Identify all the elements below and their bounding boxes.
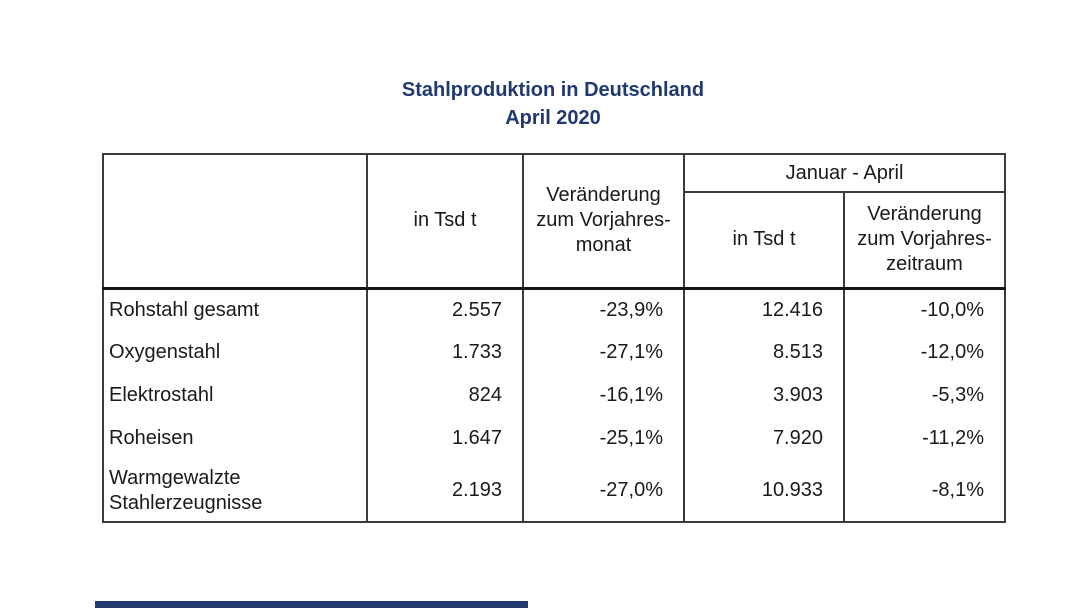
row-label: Roheisen bbox=[102, 417, 368, 460]
page-title: Stahlproduktion in Deutschland April 202… bbox=[102, 76, 1004, 132]
col-header-period-change: Veränderung zum Vorjahres- zeitraum bbox=[843, 192, 1006, 290]
period-change: -10,0% bbox=[843, 288, 1006, 331]
table-row-elektrostahl: Elektrostahl 824 -16,1% 3.903 -5,3% bbox=[102, 374, 1006, 417]
month-change: -25,1% bbox=[522, 417, 685, 460]
period-value: 7.920 bbox=[683, 417, 845, 460]
month-change: -27,0% bbox=[522, 460, 685, 522]
steel-production-table: in Tsd t Veränderung zum Vorjahres- mona… bbox=[102, 153, 1006, 523]
table-row-warmgewalzte-stahlerzeugnisse: Warmgewalzte Stahlerzeugnisse 2.193 -27,… bbox=[102, 460, 1006, 522]
period-value: 10.933 bbox=[683, 460, 845, 522]
row-label: Oxygenstahl bbox=[102, 331, 368, 374]
col-header-month-unit: in Tsd t bbox=[366, 154, 524, 290]
table-row-oxygenstahl: Oxygenstahl 1.733 -27,1% 8.513 -12,0% bbox=[102, 331, 1006, 374]
period-change: -5,3% bbox=[843, 374, 1006, 417]
month-value: 2.557 bbox=[366, 288, 524, 331]
month-value: 2.193 bbox=[366, 460, 524, 522]
table-row-roheisen: Roheisen 1.647 -25,1% 7.920 -11,2% bbox=[102, 417, 1006, 460]
col-group-januar-april: Januar - April bbox=[683, 154, 1006, 193]
month-value: 824 bbox=[366, 374, 524, 417]
title-line-2: April 2020 bbox=[505, 107, 601, 129]
month-change: -27,1% bbox=[522, 331, 685, 374]
corner-cell bbox=[102, 154, 368, 290]
title-line-1: Stahlproduktion in Deutschland bbox=[401, 79, 705, 101]
period-value: 12.416 bbox=[683, 288, 845, 331]
period-change: -12,0% bbox=[843, 331, 1006, 374]
month-change: -23,9% bbox=[522, 288, 685, 331]
period-change: -8,1% bbox=[843, 460, 1006, 522]
footer-accent-bar bbox=[95, 601, 528, 608]
period-value: 3.903 bbox=[683, 374, 845, 417]
month-value: 1.733 bbox=[366, 331, 524, 374]
col-header-month-change: Veränderung zum Vorjahres- monat bbox=[522, 154, 685, 290]
month-value: 1.647 bbox=[366, 417, 524, 460]
col-header-period-unit: in Tsd t bbox=[683, 192, 845, 290]
row-label: Elektrostahl bbox=[102, 374, 368, 417]
period-value: 8.513 bbox=[683, 331, 845, 374]
row-label: Warmgewalzte Stahlerzeugnisse bbox=[102, 460, 368, 522]
table-row-rohstahl-gesamt: Rohstahl gesamt 2.557 -23,9% 12.416 -10,… bbox=[102, 288, 1006, 331]
month-change: -16,1% bbox=[522, 374, 685, 417]
period-change: -11,2% bbox=[843, 417, 1006, 460]
row-label: Rohstahl gesamt bbox=[102, 288, 368, 331]
